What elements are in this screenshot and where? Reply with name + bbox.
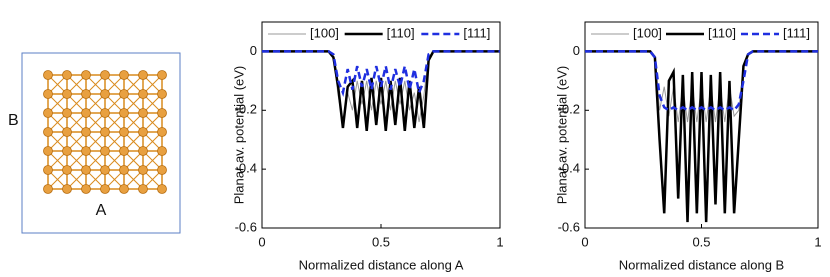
series-group	[585, 50, 818, 223]
atom	[62, 127, 72, 137]
atom	[138, 165, 148, 175]
atom	[119, 70, 129, 80]
atom	[119, 127, 129, 137]
atom	[100, 165, 110, 175]
x-tick-label: 0	[581, 234, 588, 249]
atom	[138, 146, 148, 156]
x-axis-label: Normalized distance along A	[299, 257, 464, 272]
atom	[100, 108, 110, 118]
y-tick-label: -0.6	[558, 219, 580, 234]
y-axis-label: Planar av. potential (eV)	[231, 66, 246, 205]
atom	[157, 70, 167, 80]
atom	[157, 184, 167, 194]
atom	[62, 165, 72, 175]
y-tick-label: 0	[573, 43, 580, 58]
x-tick-label: 0.5	[692, 234, 710, 249]
atom	[81, 89, 91, 99]
atom	[81, 184, 91, 194]
atom	[62, 108, 72, 118]
atom	[43, 108, 53, 118]
atom	[100, 146, 110, 156]
atom	[81, 70, 91, 80]
atom	[62, 184, 72, 194]
x-tick-label: 0	[258, 234, 265, 249]
atom	[43, 70, 53, 80]
atom	[138, 108, 148, 118]
diagram-y-label: B	[8, 112, 19, 129]
atom	[157, 108, 167, 118]
atom	[119, 108, 129, 118]
atom	[119, 146, 129, 156]
atom	[157, 165, 167, 175]
atom	[43, 127, 53, 137]
atom	[138, 127, 148, 137]
x-tick-label: 0.5	[372, 234, 390, 249]
atom	[81, 165, 91, 175]
series-group	[262, 50, 500, 132]
data-line	[585, 50, 818, 112]
atom	[119, 89, 129, 99]
atom	[100, 184, 110, 194]
atom	[43, 165, 53, 175]
diagram-x-label: A	[96, 202, 107, 219]
atom	[100, 127, 110, 137]
atom	[62, 70, 72, 80]
atom	[100, 89, 110, 99]
lattice	[43, 70, 167, 194]
diagram-frame	[21, 52, 181, 234]
data-line	[585, 50, 818, 223]
atom	[43, 146, 53, 156]
atom	[62, 146, 72, 156]
atom	[138, 184, 148, 194]
y-axis-label: Planar av. potential (eV)	[554, 66, 569, 205]
atom	[81, 127, 91, 137]
y-tick-label: -0.6	[235, 219, 257, 234]
atom	[157, 127, 167, 137]
atom	[157, 89, 167, 99]
legend-label: [100]	[633, 25, 662, 40]
atom	[119, 184, 129, 194]
legend-label: [110]	[708, 25, 736, 40]
data-line	[262, 50, 500, 97]
plot-area	[584, 21, 819, 229]
legend-label: [111]	[463, 25, 490, 40]
atom	[62, 89, 72, 99]
x-tick-label: 1	[496, 234, 503, 249]
y-tick-label: -0.2	[558, 102, 580, 117]
y-tick-label: -0.2	[235, 102, 257, 117]
x-tick-label: 1	[814, 234, 821, 249]
legend-label: [110]	[387, 25, 415, 40]
atom	[43, 184, 53, 194]
atom	[43, 89, 53, 99]
y-tick-label: 0	[250, 43, 257, 58]
legend-label: [111]	[783, 25, 810, 40]
atom	[119, 165, 129, 175]
y-tick-label: -0.4	[235, 161, 257, 176]
atom	[138, 70, 148, 80]
atom	[100, 70, 110, 80]
legend-label: [100]	[310, 25, 339, 40]
plot-area	[261, 21, 501, 229]
y-tick-label: -0.4	[558, 161, 580, 176]
atom	[81, 108, 91, 118]
atom	[157, 146, 167, 156]
atom	[81, 146, 91, 156]
x-axis-label: Normalized distance along B	[619, 257, 784, 272]
atom	[138, 89, 148, 99]
